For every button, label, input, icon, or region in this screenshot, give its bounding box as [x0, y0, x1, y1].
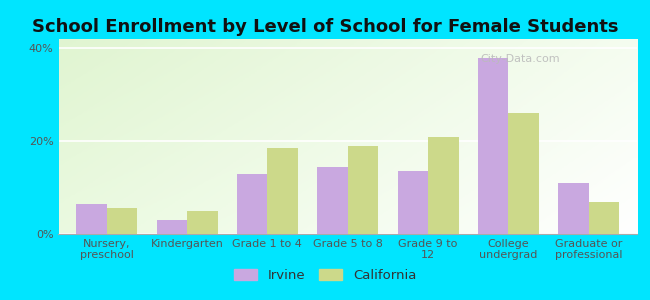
Bar [558, 183, 589, 234]
Bar [237, 174, 267, 234]
Bar [508, 113, 539, 234]
Text: City-Data.com: City-Data.com [481, 54, 560, 64]
Legend: Irvine, California: Irvine, California [228, 264, 422, 287]
Bar [317, 167, 348, 234]
Bar [428, 136, 459, 234]
Bar [398, 171, 428, 234]
Bar [187, 211, 218, 234]
Bar [348, 146, 378, 234]
Bar [107, 208, 137, 234]
Bar [267, 148, 298, 234]
Bar [478, 58, 508, 234]
Bar [589, 202, 619, 234]
Bar [76, 204, 107, 234]
Bar [157, 220, 187, 234]
Text: School Enrollment by Level of School for Female Students: School Enrollment by Level of School for… [32, 18, 618, 36]
